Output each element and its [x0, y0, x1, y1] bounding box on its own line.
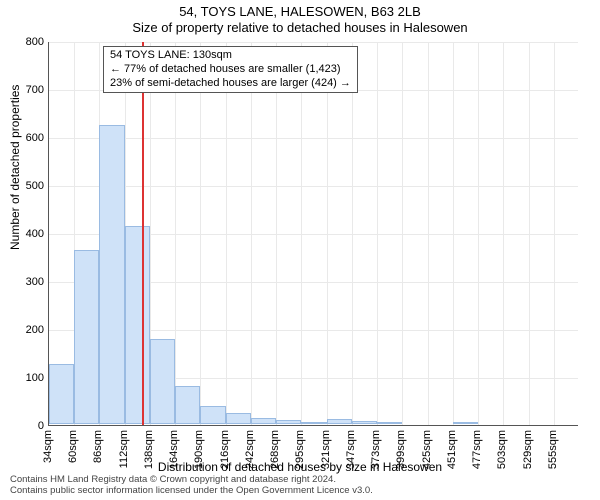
gridline-v — [478, 42, 479, 425]
x-tick-label: 347sqm — [345, 430, 357, 469]
y-tick-label: 700 — [4, 84, 44, 96]
histogram-bar — [301, 422, 326, 424]
histogram-bar — [276, 420, 301, 424]
histogram-bar — [327, 419, 352, 424]
y-tick-label: 300 — [4, 276, 44, 288]
histogram-bar — [352, 421, 377, 424]
gridline-h — [49, 186, 578, 187]
gridline-v — [352, 42, 353, 425]
chart-title-block: 54, TOYS LANE, HALESOWEN, B63 2LB Size o… — [0, 0, 600, 35]
x-tick-label: 425sqm — [421, 430, 433, 469]
x-tick-label: 477sqm — [471, 430, 483, 469]
gridline-v — [529, 42, 530, 425]
chart-title-line1: 54, TOYS LANE, HALESOWEN, B63 2LB — [0, 4, 600, 20]
gridline-v — [276, 42, 277, 425]
gridline-h — [49, 42, 578, 43]
x-tick-label: 138sqm — [143, 430, 155, 469]
x-tick-label: 321sqm — [320, 430, 332, 469]
x-tick-label: 399sqm — [395, 430, 407, 469]
x-tick-label: 268sqm — [269, 430, 281, 469]
histogram-bar — [226, 413, 251, 424]
x-tick-label: 295sqm — [294, 430, 306, 469]
histogram-bar — [99, 125, 124, 424]
x-tick-label: 112sqm — [118, 430, 130, 468]
plot-area: 54 TOYS LANE: 130sqm← 77% of detached ho… — [48, 42, 578, 426]
x-tick-label: 555sqm — [547, 430, 559, 469]
gridline-v — [377, 42, 378, 425]
x-tick-label: 242sqm — [244, 430, 256, 469]
x-tick-label: 60sqm — [67, 430, 79, 463]
histogram-bar — [74, 250, 99, 424]
x-tick-label: 529sqm — [522, 430, 534, 469]
gridline-v — [554, 42, 555, 425]
gridline-v — [200, 42, 201, 425]
x-tick-label: 451sqm — [446, 430, 458, 469]
gridline-v — [503, 42, 504, 425]
gridline-v — [327, 42, 328, 425]
y-tick-label: 600 — [4, 132, 44, 144]
gridline-v — [428, 42, 429, 425]
y-tick-label: 200 — [4, 324, 44, 336]
y-tick-label: 0 — [4, 420, 44, 432]
x-tick-label: 373sqm — [370, 430, 382, 469]
chart-title-line2: Size of property relative to detached ho… — [0, 20, 600, 36]
histogram-bar — [200, 406, 225, 424]
x-tick-label: 190sqm — [193, 430, 205, 469]
subject-marker-line — [142, 42, 144, 425]
y-tick-label: 800 — [4, 36, 44, 48]
x-tick-label: 34sqm — [42, 430, 54, 463]
chart-area: 54 TOYS LANE: 130sqm← 77% of detached ho… — [48, 42, 578, 426]
annotation-box: 54 TOYS LANE: 130sqm← 77% of detached ho… — [103, 46, 358, 93]
x-tick-label: 216sqm — [219, 430, 231, 469]
x-tick-label: 164sqm — [168, 430, 180, 469]
x-tick-label: 86sqm — [92, 430, 104, 463]
gridline-v — [453, 42, 454, 425]
histogram-bar — [125, 226, 150, 424]
gridline-h — [49, 138, 578, 139]
histogram-bar — [175, 386, 200, 424]
x-tick-label: 503sqm — [496, 430, 508, 469]
gridline-v — [226, 42, 227, 425]
gridline-v — [301, 42, 302, 425]
histogram-bar — [453, 422, 478, 424]
y-tick-label: 400 — [4, 228, 44, 240]
footer-attribution: Contains HM Land Registry data © Crown c… — [10, 475, 373, 497]
histogram-bar — [150, 339, 175, 424]
histogram-bar — [377, 422, 402, 424]
footer-line2: Contains public sector information licen… — [10, 486, 373, 497]
gridline-v — [175, 42, 176, 425]
annotation-line1: 54 TOYS LANE: 130sqm — [110, 49, 351, 63]
histogram-bar — [49, 364, 74, 424]
gridline-v — [251, 42, 252, 425]
gridline-v — [402, 42, 403, 425]
annotation-line3: 23% of semi-detached houses are larger (… — [110, 77, 351, 91]
y-tick-label: 500 — [4, 180, 44, 192]
histogram-bar — [251, 418, 276, 424]
y-axis-label: Number of detached properties — [8, 85, 22, 250]
y-tick-label: 100 — [4, 372, 44, 384]
annotation-line2: ← 77% of detached houses are smaller (1,… — [110, 63, 351, 77]
